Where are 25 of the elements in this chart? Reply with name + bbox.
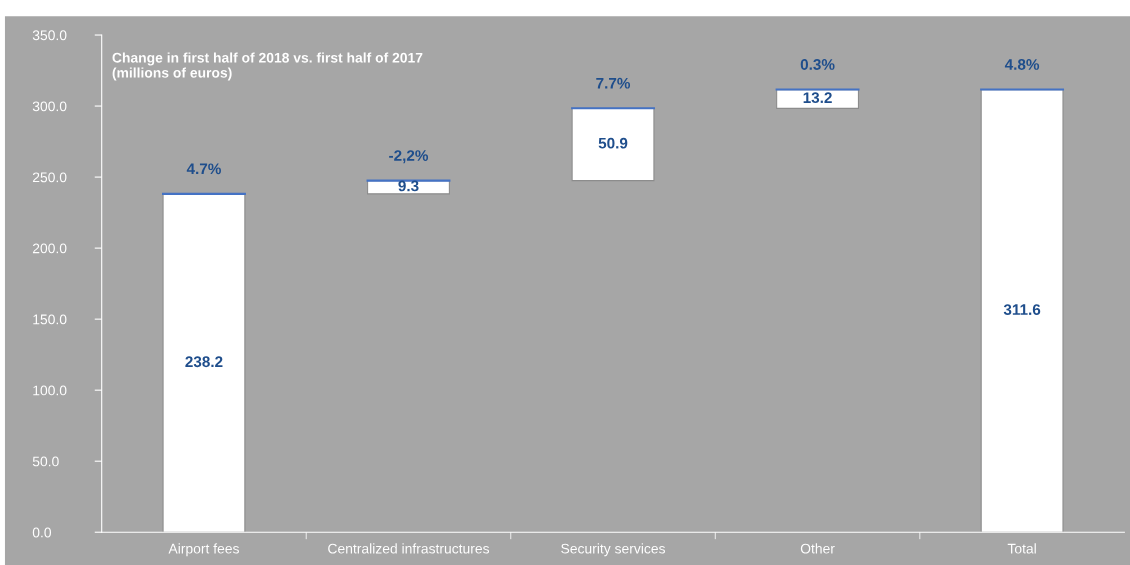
bar bbox=[571, 107, 655, 182]
x-tick-label: Other bbox=[800, 543, 835, 554]
text: Change in first half of 2018 vs. first half of 2017 (millions of euros) bbox=[112, 52, 423, 81]
x-tick-label: Security services bbox=[561, 543, 666, 557]
y-tick-label: 200.0 bbox=[32, 243, 67, 254]
y-tick-label: 350.0 bbox=[32, 30, 67, 41]
data-label: 50.9 bbox=[598, 137, 628, 149]
data-label: 9.3 bbox=[398, 180, 419, 192]
y-tick-label: 150.0 bbox=[33, 314, 67, 325]
annotation: -2,2% bbox=[389, 150, 429, 164]
data-label: 13.2 bbox=[803, 92, 832, 104]
y-tick-label: 250.0 bbox=[32, 172, 67, 183]
annotation: 4.7% bbox=[186, 163, 221, 175]
y-tick-label: 50.0 bbox=[32, 456, 59, 467]
y-tick-label: 0.0 bbox=[32, 527, 52, 538]
annotation: 7.7% bbox=[596, 77, 631, 89]
annotation: 0.3% bbox=[800, 59, 835, 70]
y-tick-label: 300.0 bbox=[32, 101, 67, 112]
data-label: 238.2 bbox=[185, 356, 223, 368]
annotation: 4.8% bbox=[1004, 59, 1040, 70]
x-tick-label: Total bbox=[1007, 543, 1036, 554]
x-tick-label: Airport fees bbox=[168, 543, 239, 557]
x-tick-label: Centralized infrastructures bbox=[328, 543, 490, 554]
data-label: 311.6 bbox=[1003, 304, 1041, 316]
y-tick-label: 100.0 bbox=[33, 385, 67, 396]
